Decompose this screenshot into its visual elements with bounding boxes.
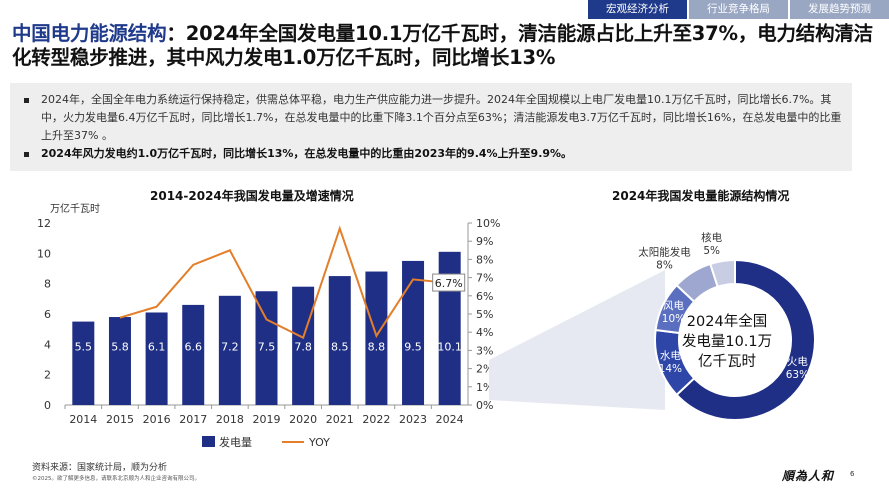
bar-value-label: 5.8 (111, 340, 129, 353)
pie-chart-title: 2024年我国发电量能源结构情况 (612, 189, 790, 203)
slice-value-label: 10% (662, 313, 685, 325)
bar-value-label: 7.2 (221, 340, 239, 353)
bar-value-label: 9.5 (404, 340, 422, 353)
slice-name-label: 核电 (701, 231, 722, 244)
x-tick-label: 2019 (253, 413, 281, 426)
slice-name-label: 火电 (787, 355, 808, 368)
y2-tick-label: 9% (476, 235, 493, 248)
x-tick-label: 2021 (326, 413, 354, 426)
x-tick-label: 2015 (106, 413, 134, 426)
slice-name-label: 水电 (660, 349, 682, 362)
x-tick-label: 2020 (289, 413, 317, 426)
y-axis-title: 万亿千瓦时 (50, 202, 100, 215)
y-tick-label: 2 (44, 369, 51, 382)
bar-value-label: 6.6 (184, 340, 202, 353)
donut-center-text: 发电量10.1万 (682, 333, 772, 350)
bar-value-label: 5.5 (75, 340, 93, 353)
donut-center-text: 亿千瓦时 (698, 353, 756, 370)
x-tick-label: 2023 (399, 413, 427, 426)
bar-value-label: 10.1 (437, 340, 462, 353)
y-tick-label: 4 (44, 338, 51, 351)
x-tick-label: 2022 (362, 413, 390, 426)
yoy-annotation-box (432, 273, 466, 292)
y2-tick-label: 8% (476, 253, 493, 266)
bar-2023 (402, 260, 425, 405)
legend-bar-label: 发电量 (219, 435, 252, 449)
tab-macro-economy[interactable]: 宏观经济分析 (588, 0, 687, 19)
bar-2021 (328, 276, 351, 405)
donut-slice-4 (709, 258, 736, 289)
bar-value-label: 7.5 (258, 340, 276, 353)
y-tick-label: 0 (44, 399, 51, 412)
summary-box: 2024年，全国全年电力系统运行保持稳定，供需总体平稳，电力生产供应能力进一步提… (10, 83, 852, 171)
bar-2018 (218, 295, 241, 405)
summary-bullet-text: 2024年，全国全年电力系统运行保持稳定，供需总体平稳，电力生产供应能力进一步提… (41, 93, 842, 142)
summary-bullet-text: 2024年风力发电约1.0万亿千瓦时，同比增长13%，在总发电量中的比重由202… (41, 147, 573, 160)
bullet-square-icon (24, 98, 29, 103)
tab-industry-competition[interactable]: 行业竞争格局 (689, 0, 788, 19)
y2-tick-label: 10% (476, 217, 500, 230)
copyright-note: ©2025。欲了解更多信息，请联系北京顺为人和企业咨询有限公司。 (32, 476, 200, 482)
yoy-line (119, 225, 450, 340)
slice-value-label: 14% (659, 363, 682, 375)
y-tick-label: 12 (37, 217, 51, 230)
page-title-highlight: 中国电力能源结构 (12, 22, 167, 45)
y2-tick-label: 6% (476, 290, 493, 303)
bar-value-label: 8.8 (368, 340, 386, 353)
x-tick-label: 2016 (143, 413, 171, 426)
y-tick-label: 8 (44, 278, 51, 291)
x-tick-label: 2018 (216, 413, 244, 426)
bar-value-label: 6.1 (148, 340, 166, 353)
donut-slice-0 (675, 258, 816, 421)
bar-2016 (145, 312, 168, 405)
slice-value-label: 5% (703, 245, 720, 257)
bar-value-label: 8.5 (331, 340, 349, 353)
zoom-connector-shape (489, 270, 665, 410)
page-number: 6 (850, 470, 855, 478)
slice-value-label: 63% (786, 369, 809, 381)
y-tick-label: 6 (44, 308, 51, 321)
bar-value-label: 7.8 (294, 340, 312, 353)
source-note: 资料来源：国家统计局，顺为分析 (32, 463, 168, 473)
y2-tick-label: 7% (476, 272, 493, 285)
y2-tick-label: 4% (476, 326, 493, 339)
legend-bar-swatch (202, 436, 215, 447)
tab-trend-forecast[interactable]: 发展趋势预测 (790, 0, 889, 19)
bar-chart-title: 2014-2024年我国发电量及增速情况 (150, 189, 354, 203)
x-tick-label: 2024 (436, 413, 464, 426)
legend-line-label: YOY (308, 436, 330, 449)
yoy-annotation-label: 6.7% (435, 277, 463, 290)
bar-2015 (108, 317, 131, 405)
slice-name-label: 太阳能发电 (638, 245, 691, 258)
summary-bullet: 2024年，全国全年电力系统运行保持稳定，供需总体平稳，电力生产供应能力进一步提… (20, 91, 842, 145)
x-tick-label: 2017 (179, 413, 207, 426)
top-navigation: 宏观经济分析 行业竞争格局 发展趋势预测 (586, 0, 889, 19)
x-tick-label: 2014 (69, 413, 97, 426)
y2-tick-label: 5% (476, 308, 493, 321)
page-title-rest: ：2024年全国发电量10.1万亿千瓦时，清洁能源占比上升至37%，电力结构清洁… (12, 22, 873, 69)
bullet-square-icon (24, 152, 29, 157)
bar-2017 (182, 304, 205, 405)
bar-2022 (365, 271, 388, 405)
y2-tick-label: 0% (476, 399, 493, 412)
summary-bullet: 2024年风力发电约1.0万亿千瓦时，同比增长13%，在总发电量中的比重由202… (20, 145, 842, 163)
bar-2019 (255, 291, 278, 405)
donut-center-text: 2024年全国 (687, 312, 767, 330)
slice-name-label: 风电 (663, 299, 684, 312)
slice-value-label: 8% (656, 259, 673, 271)
bar-2014 (72, 321, 95, 405)
y-tick-label: 10 (37, 247, 51, 260)
page-title: 中国电力能源结构：2024年全国发电量10.1万亿千瓦时，清洁能源占比上升至37… (12, 22, 882, 70)
y2-tick-label: 3% (476, 344, 493, 357)
company-logo: 順為人和 (782, 469, 835, 483)
bar-2020 (292, 286, 315, 405)
